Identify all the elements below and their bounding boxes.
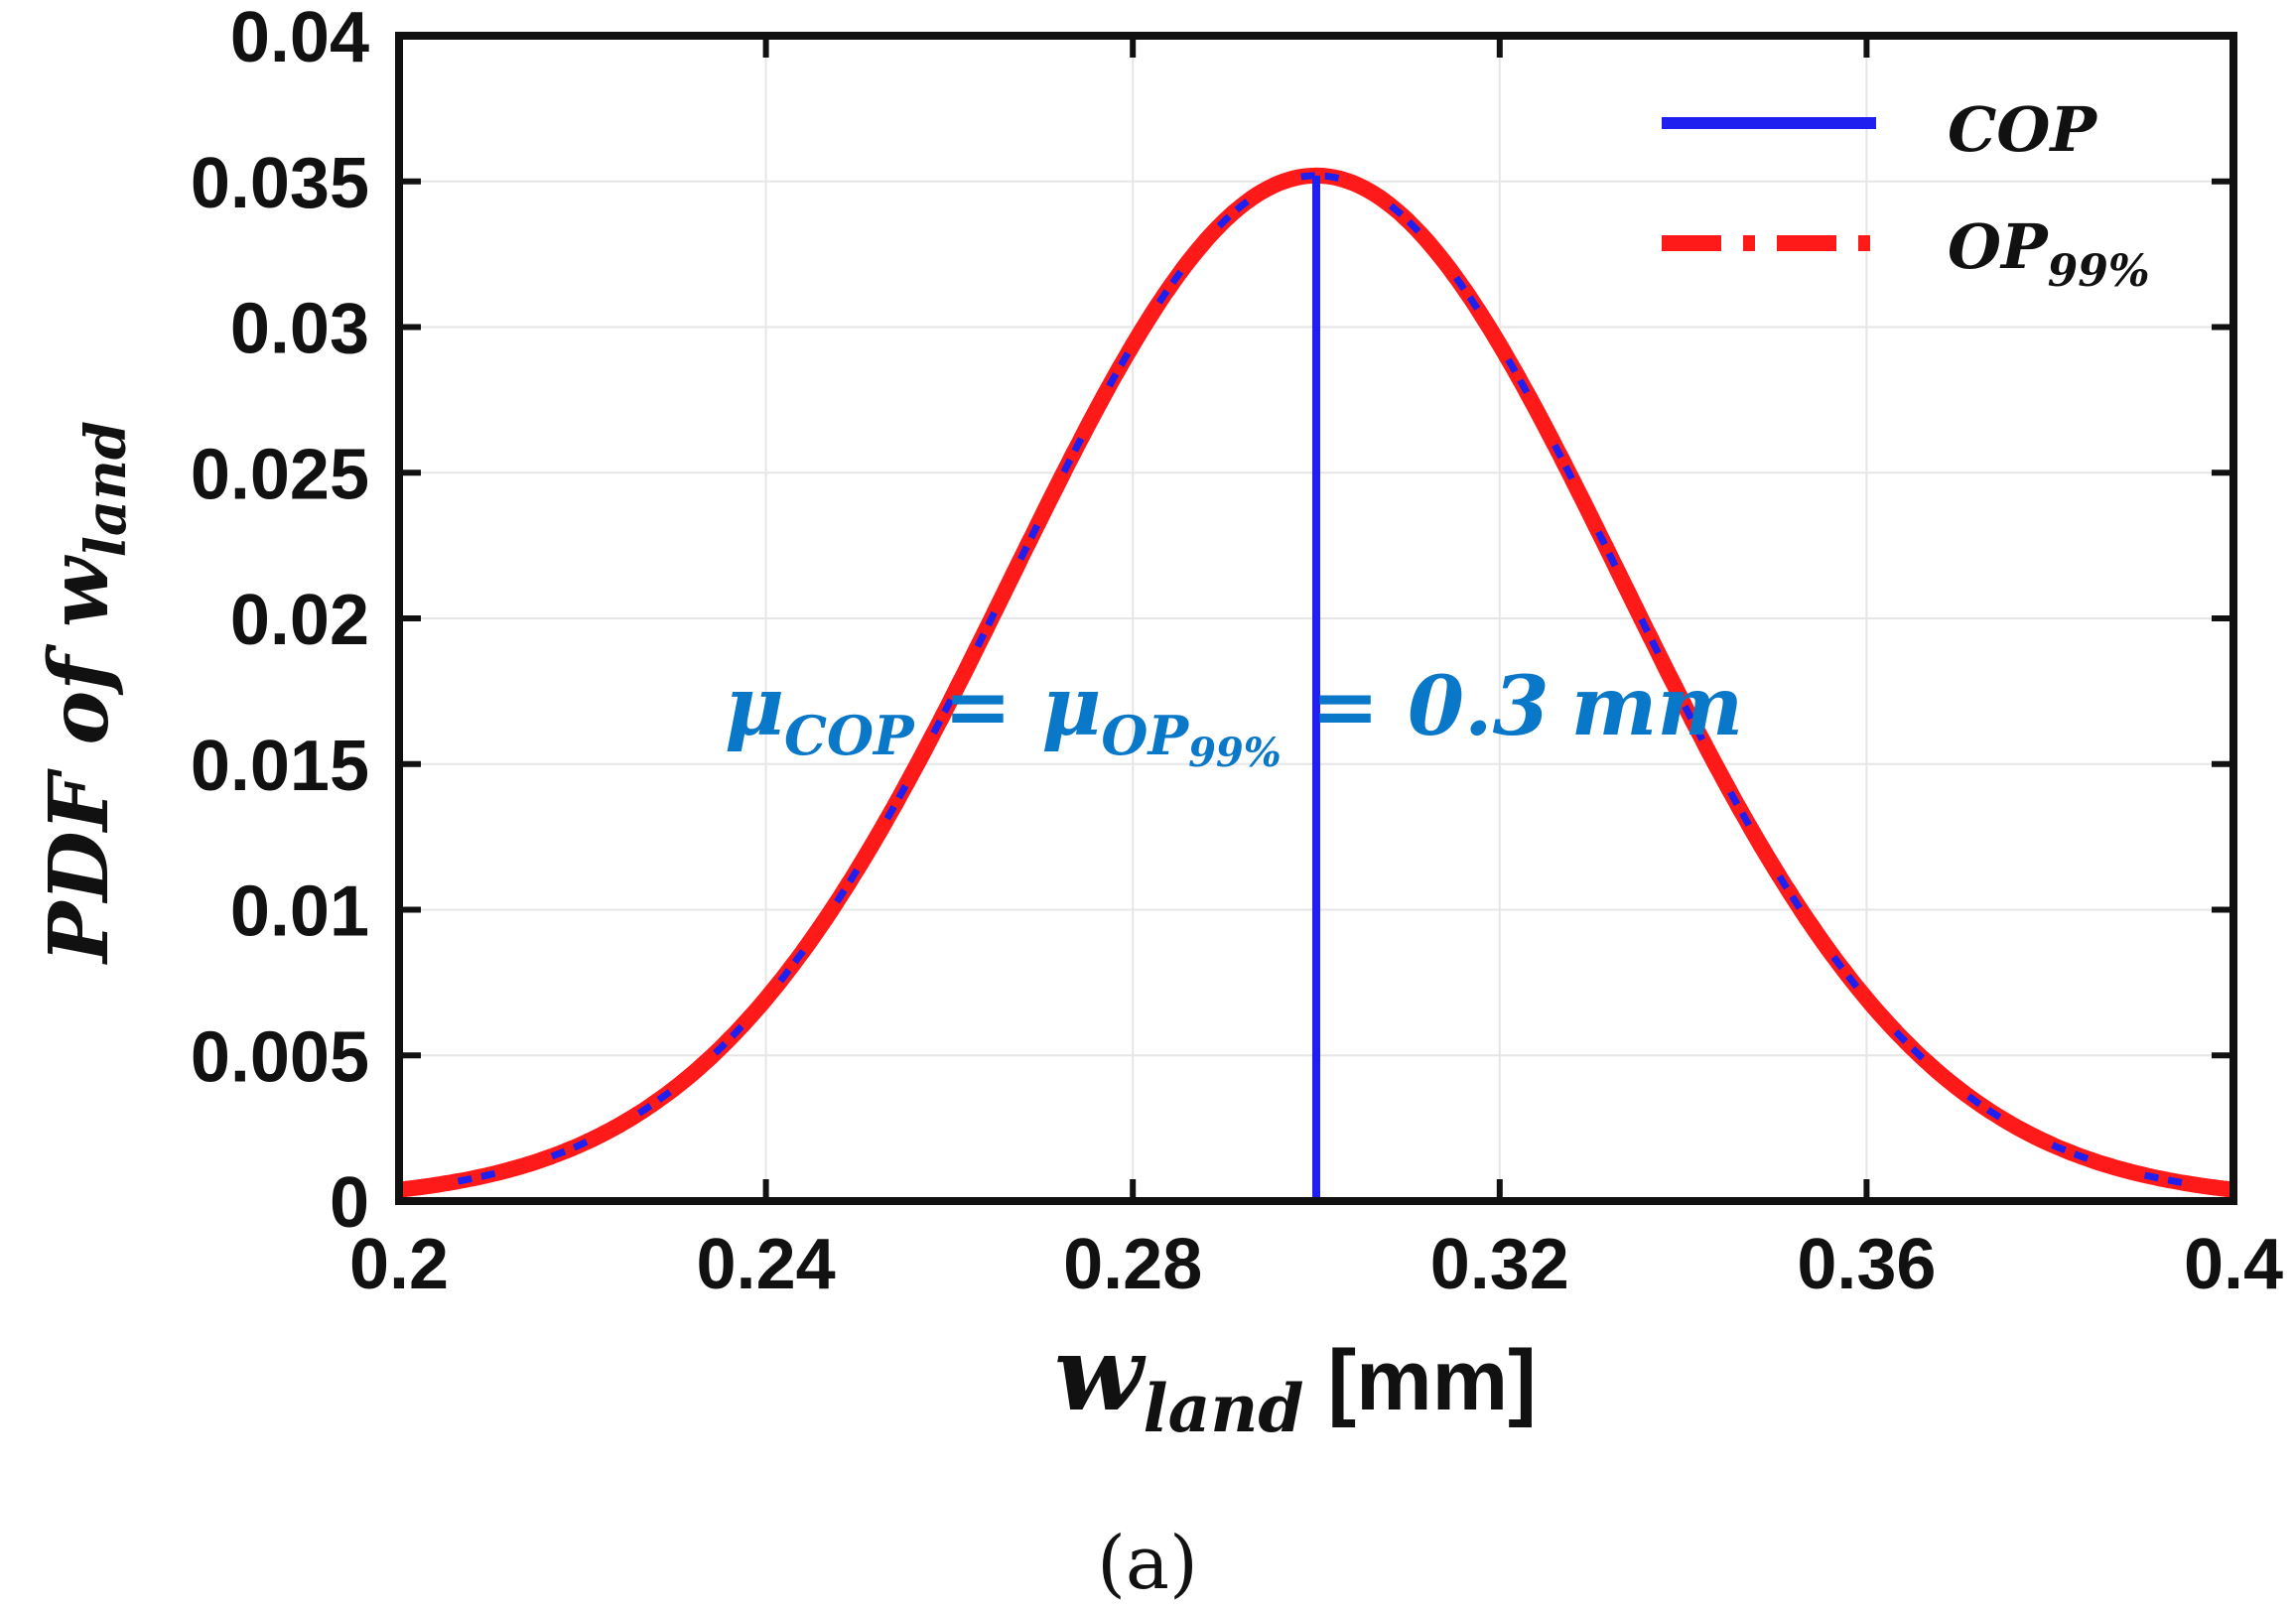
y-tick-label: 0.005	[191, 1017, 369, 1097]
figure-caption: (a)	[1097, 1521, 1198, 1606]
y-tick-label: 0.03	[230, 290, 369, 369]
x-tick-labels: 0.2 0.24 0.28 0.32 0.36 0.4	[349, 1225, 2283, 1304]
legend-cop-label: COP	[1948, 93, 2098, 166]
x-tick-label: 0.32	[1430, 1225, 1569, 1304]
x-axis-label: wland [mm]	[1054, 1312, 1537, 1447]
y-axis-label: PDF of wland	[32, 421, 139, 965]
y-tick-label: 0.02	[230, 581, 369, 660]
y-tick-label: 0.025	[191, 435, 369, 514]
y-tick-labels: 0 0.005 0.01 0.015 0.02 0.025 0.03 0.035 0.04	[191, 0, 369, 1243]
y-tick-label: 0.01	[230, 872, 369, 952]
legend-op99-label: OP99%	[1948, 210, 2150, 297]
x-tick-label: 0.36	[1797, 1225, 1936, 1304]
x-tick-label: 0.4	[2184, 1225, 2283, 1304]
annotation-text: μCOP = μOP99% = 0.3 mm	[725, 659, 1743, 776]
y-tick-label: 0.04	[230, 0, 369, 77]
x-tick-label: 0.2	[349, 1225, 449, 1304]
y-tick-label: 0.015	[191, 727, 369, 806]
plot-frame	[395, 32, 2237, 1205]
x-tick-label: 0.28	[1063, 1225, 1202, 1304]
x-tick-label: 0.24	[697, 1225, 836, 1304]
y-tick-label: 0	[330, 1163, 369, 1243]
y-tick-label: 0.035	[191, 144, 369, 223]
legend: COP OP99%	[1662, 93, 2150, 297]
